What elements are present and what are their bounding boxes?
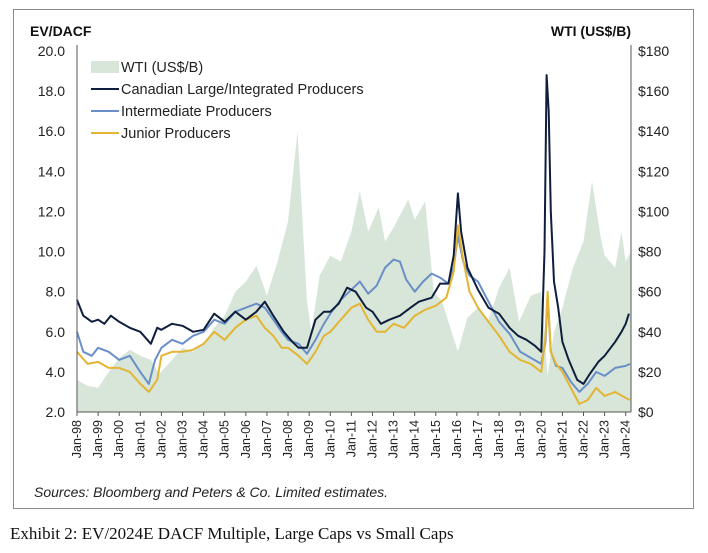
x-tick-label: Jan-15 (429, 420, 443, 458)
x-tick-label: Jan-98 (70, 420, 84, 458)
x-tick-label: Jan-07 (260, 420, 274, 458)
right-tick-label: $60 (638, 284, 662, 300)
wti-area (77, 131, 631, 412)
series-lines-layer (76, 74, 631, 405)
left-tick-label: 12.0 (38, 203, 65, 219)
x-tick-label: Jan-21 (555, 420, 569, 458)
canadian-large-line (76, 74, 630, 385)
right-tick-label: $180 (638, 43, 669, 59)
legend-intermediate: Intermediate Producers (121, 104, 272, 120)
right-tick-label: $120 (638, 163, 669, 179)
right-tick-label: $40 (638, 324, 662, 340)
legend-wti: WTI (US$/B) (121, 60, 203, 76)
left-axis-ticks: 2.0 4.0 6.0 8.0 10.0 12.0 14.0 16.0 18.0 20.0 (38, 43, 65, 420)
right-tick-label: $20 (638, 364, 662, 380)
x-tick-label: Jan-99 (91, 420, 105, 458)
axes-layer (76, 45, 632, 413)
right-tick-label: $0 (638, 404, 654, 420)
x-tick-label: Jan-04 (197, 420, 211, 458)
x-tick-label: Jan-11 (344, 420, 358, 457)
left-tick-label: 6.0 (46, 324, 66, 340)
right-axis-ticks: $0 $20 $40 $60 $80 $100 $120 $140 $160 $180 (638, 43, 669, 420)
right-tick-label: $140 (638, 123, 669, 139)
x-tick-label: Jan-12 (365, 420, 379, 458)
x-tick-label: Jan-16 (450, 420, 464, 458)
left-tick-label: 14.0 (38, 163, 65, 179)
wti-area-layer (77, 131, 631, 412)
x-tick-label: Jan-08 (281, 420, 295, 458)
x-tick-label: Jan-02 (154, 420, 168, 458)
left-tick-label: 16.0 (38, 123, 65, 139)
right-tick-label: $80 (638, 244, 662, 260)
left-tick-label: 4.0 (46, 364, 66, 380)
chart: EV/DACF WTI (US$/B) 2.0 4.0 6.0 8.0 10.0 12.0… (30, 23, 669, 500)
x-tick-label: Jan-13 (387, 420, 401, 458)
left-tick-label: 2.0 (46, 404, 66, 420)
x-tick-label: Jan-23 (598, 420, 612, 458)
left-tick-label: 18.0 (38, 83, 65, 99)
left-tick-label: 8.0 (46, 284, 66, 300)
junior-line (76, 224, 631, 405)
right-axis-title: WTI (US$/B) (551, 23, 631, 39)
legend-canadian-large: Canadian Large/Integrated Producers (121, 82, 364, 98)
left-tick-label: 10.0 (38, 244, 65, 260)
x-tick-label: Jan-09 (302, 420, 316, 458)
source-note: Sources: Bloomberg and Peters & Co. Limi… (34, 484, 388, 500)
x-tick-label: Jan-19 (513, 420, 527, 458)
x-tick-label: Jan-01 (133, 420, 147, 458)
x-tick-label: Jan-00 (112, 420, 126, 458)
x-tick-label: Jan-18 (492, 420, 506, 458)
x-tick-label: Jan-17 (471, 420, 485, 458)
left-tick-label: 20.0 (38, 43, 65, 59)
right-tick-label: $160 (638, 83, 669, 99)
right-tick-label: $100 (638, 203, 669, 219)
x-tick-label: Jan-05 (218, 420, 232, 458)
x-tick-label: Jan-14 (408, 420, 422, 458)
chart-frame: EV/DACF WTI (US$/B) 2.0 4.0 6.0 8.0 10.0 12.0… (13, 9, 694, 509)
exhibit-caption: Exhibit 2: EV/2024E DACF Multiple, Large… (10, 524, 454, 543)
x-tick-label: Jan-03 (176, 420, 190, 458)
legend-junior: Junior Producers (121, 126, 231, 142)
x-tick-label: Jan-10 (323, 420, 337, 458)
legend-swatch (91, 61, 119, 73)
x-tick-label: Jan-06 (239, 420, 253, 458)
legend: WTI (US$/B) Canadian Large/Integrated Pro… (91, 60, 364, 142)
x-tick-label: Jan-24 (619, 420, 633, 458)
x-axis-ticks: Jan-98 Jan-99 Jan-00 Jan-01 Jan-02 Jan-03 Jan-… (70, 412, 633, 458)
x-tick-label: Jan-22 (577, 420, 591, 458)
x-tick-label: Jan-20 (534, 420, 548, 458)
left-axis-title: EV/DACF (30, 23, 92, 39)
